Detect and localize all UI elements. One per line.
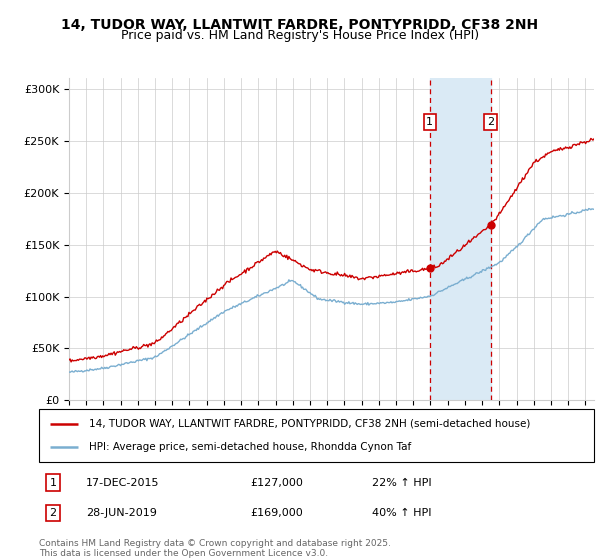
Text: £127,000: £127,000 bbox=[250, 478, 303, 488]
Text: 2: 2 bbox=[487, 117, 494, 127]
Text: 2: 2 bbox=[49, 508, 56, 518]
FancyBboxPatch shape bbox=[39, 409, 594, 462]
Bar bbox=[430, 78, 491, 400]
Text: £169,000: £169,000 bbox=[250, 508, 302, 518]
Text: 1: 1 bbox=[49, 478, 56, 488]
Text: 17-DEC-2015: 17-DEC-2015 bbox=[86, 478, 160, 488]
Text: 22% ↑ HPI: 22% ↑ HPI bbox=[372, 478, 431, 488]
Text: Contains HM Land Registry data © Crown copyright and database right 2025.
This d: Contains HM Land Registry data © Crown c… bbox=[39, 539, 391, 558]
Text: 40% ↑ HPI: 40% ↑ HPI bbox=[372, 508, 431, 518]
Text: HPI: Average price, semi-detached house, Rhondda Cynon Taf: HPI: Average price, semi-detached house,… bbox=[89, 442, 411, 452]
Text: 14, TUDOR WAY, LLANTWIT FARDRE, PONTYPRIDD, CF38 2NH (semi-detached house): 14, TUDOR WAY, LLANTWIT FARDRE, PONTYPRI… bbox=[89, 419, 530, 429]
Text: 14, TUDOR WAY, LLANTWIT FARDRE, PONTYPRIDD, CF38 2NH: 14, TUDOR WAY, LLANTWIT FARDRE, PONTYPRI… bbox=[61, 18, 539, 32]
Text: 1: 1 bbox=[426, 117, 433, 127]
Text: Price paid vs. HM Land Registry's House Price Index (HPI): Price paid vs. HM Land Registry's House … bbox=[121, 29, 479, 42]
Text: 28-JUN-2019: 28-JUN-2019 bbox=[86, 508, 157, 518]
